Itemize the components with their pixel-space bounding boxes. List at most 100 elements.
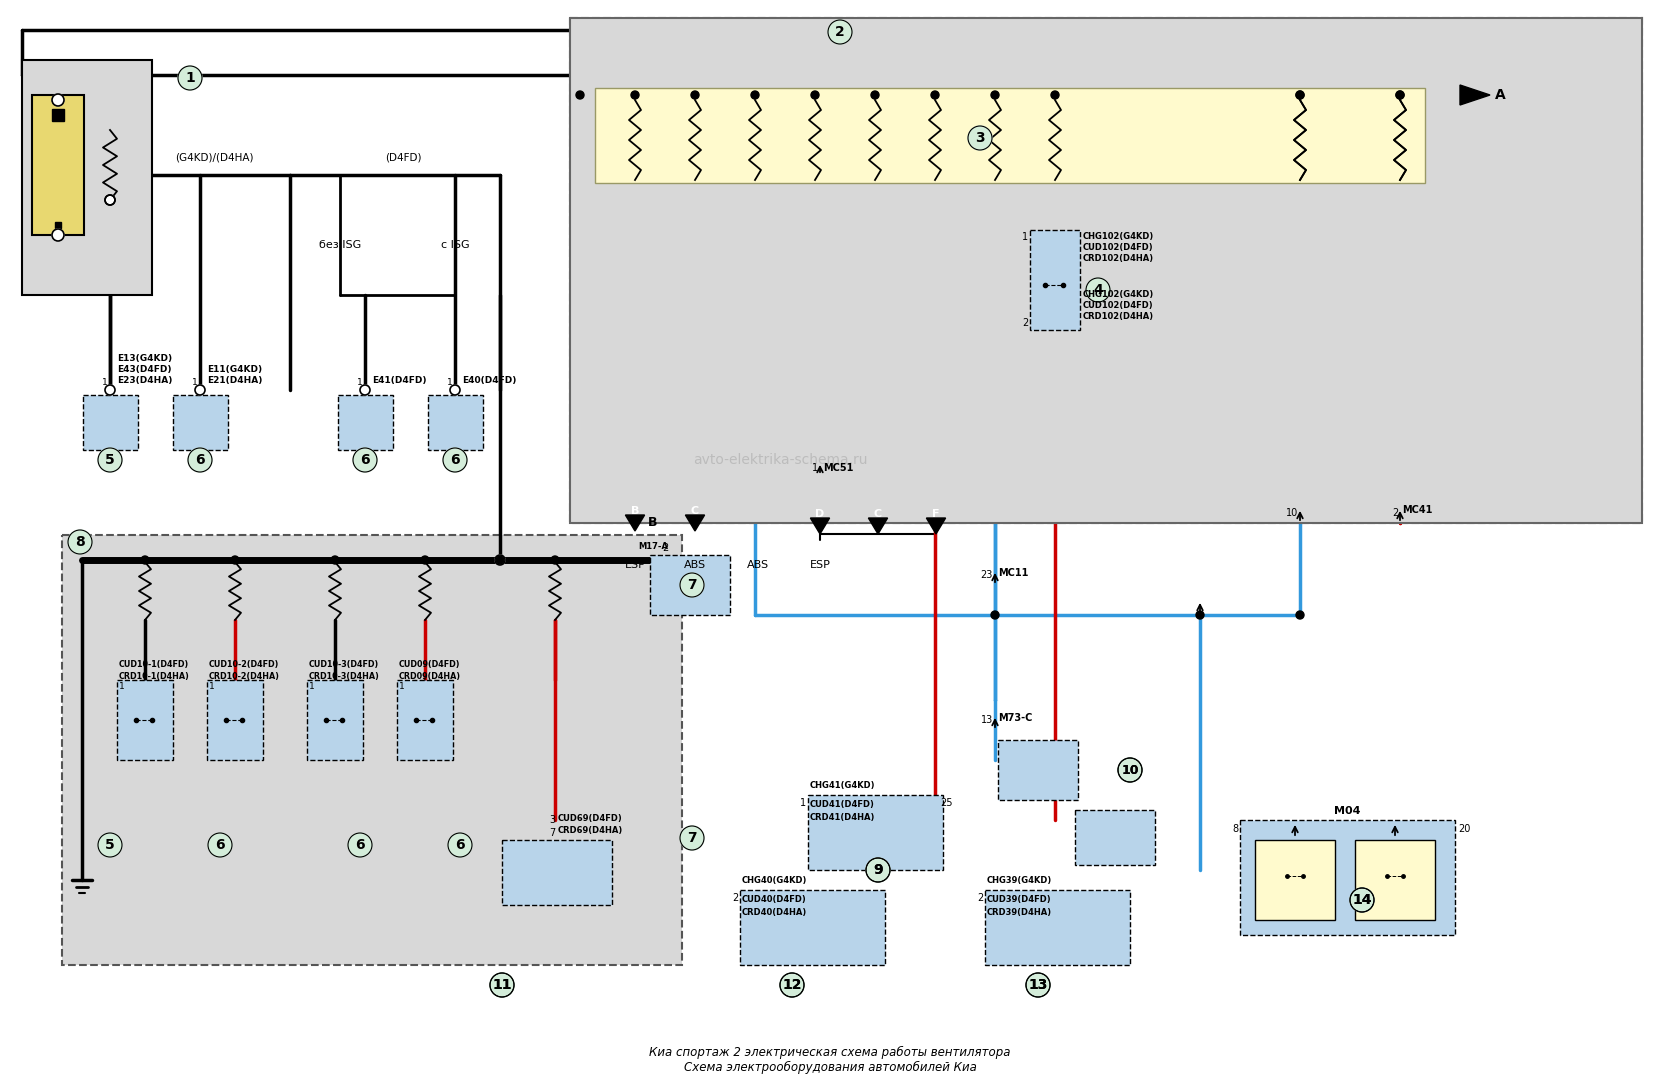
Circle shape xyxy=(105,195,115,204)
Text: 1: 1 xyxy=(120,682,124,691)
Text: C: C xyxy=(873,509,881,519)
Text: 2: 2 xyxy=(1023,318,1028,328)
FancyBboxPatch shape xyxy=(1255,840,1335,920)
Text: 8: 8 xyxy=(75,535,85,549)
Text: E41(D4FD): E41(D4FD) xyxy=(372,377,427,385)
Circle shape xyxy=(681,573,704,597)
Circle shape xyxy=(98,448,121,472)
Text: CUD102(D4FD): CUD102(D4FD) xyxy=(1082,301,1154,311)
Text: 2: 2 xyxy=(662,543,667,553)
Text: 1: 1 xyxy=(800,799,807,808)
Text: CHG40(G4KD): CHG40(G4KD) xyxy=(742,876,807,885)
Circle shape xyxy=(576,91,584,98)
Circle shape xyxy=(443,448,466,472)
Circle shape xyxy=(490,973,515,997)
Text: E43(D4FD): E43(D4FD) xyxy=(116,365,171,374)
Circle shape xyxy=(496,556,505,564)
Text: 1: 1 xyxy=(447,378,453,387)
FancyBboxPatch shape xyxy=(1355,840,1434,920)
Text: 14: 14 xyxy=(1353,893,1371,907)
Text: CRD102(D4HA): CRD102(D4HA) xyxy=(1082,254,1154,263)
Text: 9: 9 xyxy=(873,863,883,878)
Text: 1: 1 xyxy=(193,378,198,387)
Circle shape xyxy=(495,555,505,565)
Circle shape xyxy=(194,385,204,395)
Text: CUD41(D4FD): CUD41(D4FD) xyxy=(810,800,875,809)
Circle shape xyxy=(681,826,704,850)
Circle shape xyxy=(360,385,370,395)
Text: 1: 1 xyxy=(186,71,194,85)
Text: 10: 10 xyxy=(1286,509,1298,518)
FancyBboxPatch shape xyxy=(307,679,364,760)
Text: D: D xyxy=(815,509,825,519)
Text: CUD40(D4FD): CUD40(D4FD) xyxy=(742,895,807,903)
Circle shape xyxy=(750,91,759,98)
Text: B: B xyxy=(631,506,639,516)
Circle shape xyxy=(631,91,639,98)
Text: M73-C: M73-C xyxy=(998,713,1033,723)
Circle shape xyxy=(178,66,203,90)
Text: 5: 5 xyxy=(105,837,115,852)
Circle shape xyxy=(354,448,377,472)
Circle shape xyxy=(867,858,890,882)
Text: 1: 1 xyxy=(309,682,315,691)
Text: CRD09(D4HA): CRD09(D4HA) xyxy=(398,672,461,681)
Text: 10: 10 xyxy=(1120,764,1139,777)
Text: CUD10-1(D4FD): CUD10-1(D4FD) xyxy=(120,660,189,669)
Text: 2: 2 xyxy=(835,25,845,39)
FancyBboxPatch shape xyxy=(984,890,1130,965)
Text: 3: 3 xyxy=(549,815,554,824)
Circle shape xyxy=(448,833,471,857)
Text: 8: 8 xyxy=(1232,824,1238,834)
Circle shape xyxy=(1350,888,1374,912)
Text: 2: 2 xyxy=(976,893,983,903)
Text: CRD102(D4HA): CRD102(D4HA) xyxy=(1082,312,1154,321)
Text: ESP: ESP xyxy=(624,560,646,570)
Circle shape xyxy=(450,385,460,395)
Circle shape xyxy=(1026,973,1051,997)
Text: E11(G4KD): E11(G4KD) xyxy=(208,365,262,374)
Text: avto-elektrika-schema.ru: avto-elektrika-schema.ru xyxy=(692,453,867,467)
Circle shape xyxy=(422,556,428,564)
Circle shape xyxy=(1296,91,1305,98)
Text: CHG102(G4KD): CHG102(G4KD) xyxy=(1082,290,1154,299)
Text: M17-A: M17-A xyxy=(637,542,667,551)
Text: CRD10-1(D4HA): CRD10-1(D4HA) xyxy=(120,672,189,681)
FancyBboxPatch shape xyxy=(651,555,730,615)
FancyBboxPatch shape xyxy=(1029,230,1081,330)
Polygon shape xyxy=(810,518,830,535)
Circle shape xyxy=(991,91,999,98)
Text: 1: 1 xyxy=(209,682,214,691)
Text: 10: 10 xyxy=(1120,764,1139,777)
Polygon shape xyxy=(868,518,888,535)
FancyBboxPatch shape xyxy=(1076,810,1155,865)
Polygon shape xyxy=(1461,85,1491,105)
Text: 13: 13 xyxy=(1028,978,1047,992)
Text: 3: 3 xyxy=(974,131,984,145)
Circle shape xyxy=(330,556,339,564)
Text: CHG41(G4KD): CHG41(G4KD) xyxy=(810,781,875,790)
Circle shape xyxy=(931,91,940,98)
Circle shape xyxy=(780,973,803,997)
Circle shape xyxy=(349,833,372,857)
Text: F: F xyxy=(933,509,940,519)
Circle shape xyxy=(1396,91,1404,98)
Text: 2: 2 xyxy=(1391,509,1398,518)
Circle shape xyxy=(968,126,993,150)
Text: 1: 1 xyxy=(357,378,364,387)
Text: с ISG: с ISG xyxy=(440,240,470,250)
Text: без ISG: без ISG xyxy=(319,240,362,250)
Text: E13(G4KD): E13(G4KD) xyxy=(116,354,173,362)
Text: CRD41(D4HA): CRD41(D4HA) xyxy=(810,813,875,822)
Text: 6: 6 xyxy=(216,837,224,852)
Text: 9: 9 xyxy=(873,863,883,878)
FancyBboxPatch shape xyxy=(339,395,393,450)
Circle shape xyxy=(551,556,559,564)
Text: 11: 11 xyxy=(493,978,511,992)
Text: 1: 1 xyxy=(398,682,405,691)
Text: CHG39(G4KD): CHG39(G4KD) xyxy=(988,876,1052,885)
Text: MC51: MC51 xyxy=(823,463,853,473)
Circle shape xyxy=(51,229,65,241)
Circle shape xyxy=(867,858,890,882)
FancyBboxPatch shape xyxy=(22,60,153,295)
